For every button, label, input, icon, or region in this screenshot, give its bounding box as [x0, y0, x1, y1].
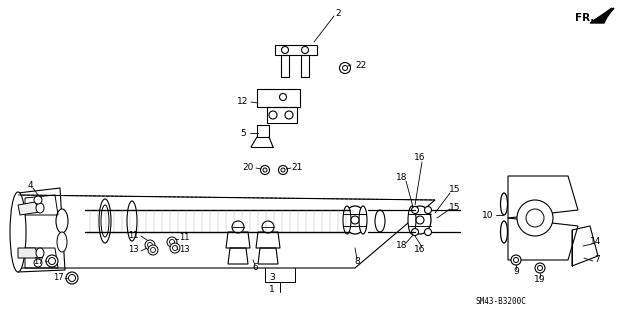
Circle shape	[145, 240, 155, 250]
Text: FR.: FR.	[575, 13, 595, 23]
Text: 9: 9	[513, 268, 519, 277]
Circle shape	[535, 263, 545, 273]
Ellipse shape	[56, 209, 68, 233]
Text: 8: 8	[354, 257, 360, 266]
Text: 18: 18	[396, 174, 408, 182]
Ellipse shape	[10, 192, 26, 272]
Text: 18: 18	[396, 241, 408, 249]
Circle shape	[517, 200, 553, 236]
Text: 15: 15	[449, 186, 461, 195]
Circle shape	[147, 242, 152, 248]
Text: SM43-B3200C: SM43-B3200C	[476, 298, 527, 307]
Text: 17: 17	[33, 256, 44, 265]
Circle shape	[148, 245, 158, 255]
Ellipse shape	[57, 232, 67, 252]
Ellipse shape	[343, 206, 351, 234]
Circle shape	[424, 228, 431, 235]
Circle shape	[412, 228, 419, 235]
Circle shape	[263, 168, 267, 172]
Circle shape	[342, 65, 348, 70]
Circle shape	[511, 255, 521, 265]
Text: 14: 14	[590, 238, 602, 247]
Circle shape	[49, 257, 56, 264]
Circle shape	[351, 216, 359, 224]
Circle shape	[416, 216, 424, 224]
Circle shape	[280, 93, 287, 100]
Polygon shape	[18, 202, 40, 215]
Circle shape	[281, 168, 285, 172]
Circle shape	[34, 196, 42, 204]
Text: 17: 17	[52, 273, 63, 283]
Ellipse shape	[344, 206, 366, 234]
Text: 7: 7	[594, 256, 600, 264]
Circle shape	[46, 255, 58, 267]
Polygon shape	[592, 8, 612, 22]
Ellipse shape	[99, 199, 111, 243]
Text: 3: 3	[269, 273, 275, 283]
Circle shape	[150, 248, 156, 253]
Circle shape	[269, 111, 277, 119]
Text: 12: 12	[237, 98, 249, 107]
Polygon shape	[590, 8, 614, 23]
Circle shape	[34, 259, 42, 267]
Circle shape	[339, 63, 351, 73]
Text: 11: 11	[128, 231, 138, 240]
Circle shape	[285, 111, 293, 119]
Circle shape	[167, 237, 177, 247]
Circle shape	[68, 275, 76, 281]
Circle shape	[278, 166, 287, 174]
Circle shape	[513, 257, 518, 263]
Ellipse shape	[500, 221, 508, 243]
Text: 22: 22	[355, 61, 366, 70]
Circle shape	[170, 240, 175, 244]
Text: 13: 13	[179, 246, 189, 255]
Text: 13: 13	[128, 246, 138, 255]
Circle shape	[526, 209, 544, 227]
Ellipse shape	[101, 205, 109, 237]
Text: 5: 5	[240, 129, 246, 137]
Circle shape	[538, 265, 543, 271]
Text: 1: 1	[269, 286, 275, 294]
Text: 20: 20	[243, 162, 253, 172]
Text: 4: 4	[27, 181, 33, 189]
Text: 19: 19	[534, 276, 546, 285]
Polygon shape	[18, 248, 40, 258]
Ellipse shape	[36, 248, 44, 258]
Ellipse shape	[36, 203, 44, 213]
Circle shape	[173, 246, 177, 250]
Text: 16: 16	[414, 246, 426, 255]
Circle shape	[232, 221, 244, 233]
Circle shape	[282, 47, 289, 54]
Circle shape	[262, 221, 274, 233]
Circle shape	[66, 272, 78, 284]
Ellipse shape	[375, 210, 385, 232]
Text: 16: 16	[414, 153, 426, 162]
Circle shape	[260, 166, 269, 174]
Circle shape	[301, 47, 308, 54]
Ellipse shape	[409, 206, 431, 234]
Text: 15: 15	[449, 203, 461, 211]
Text: 10: 10	[483, 211, 493, 219]
Ellipse shape	[500, 193, 508, 215]
Text: 6: 6	[252, 263, 258, 272]
Circle shape	[424, 206, 431, 213]
Text: 2: 2	[335, 9, 341, 18]
Ellipse shape	[408, 206, 416, 234]
Text: 11: 11	[179, 234, 189, 242]
Circle shape	[170, 243, 180, 253]
Ellipse shape	[127, 201, 137, 241]
Text: 21: 21	[291, 162, 303, 172]
Circle shape	[412, 206, 419, 213]
Ellipse shape	[359, 206, 367, 234]
